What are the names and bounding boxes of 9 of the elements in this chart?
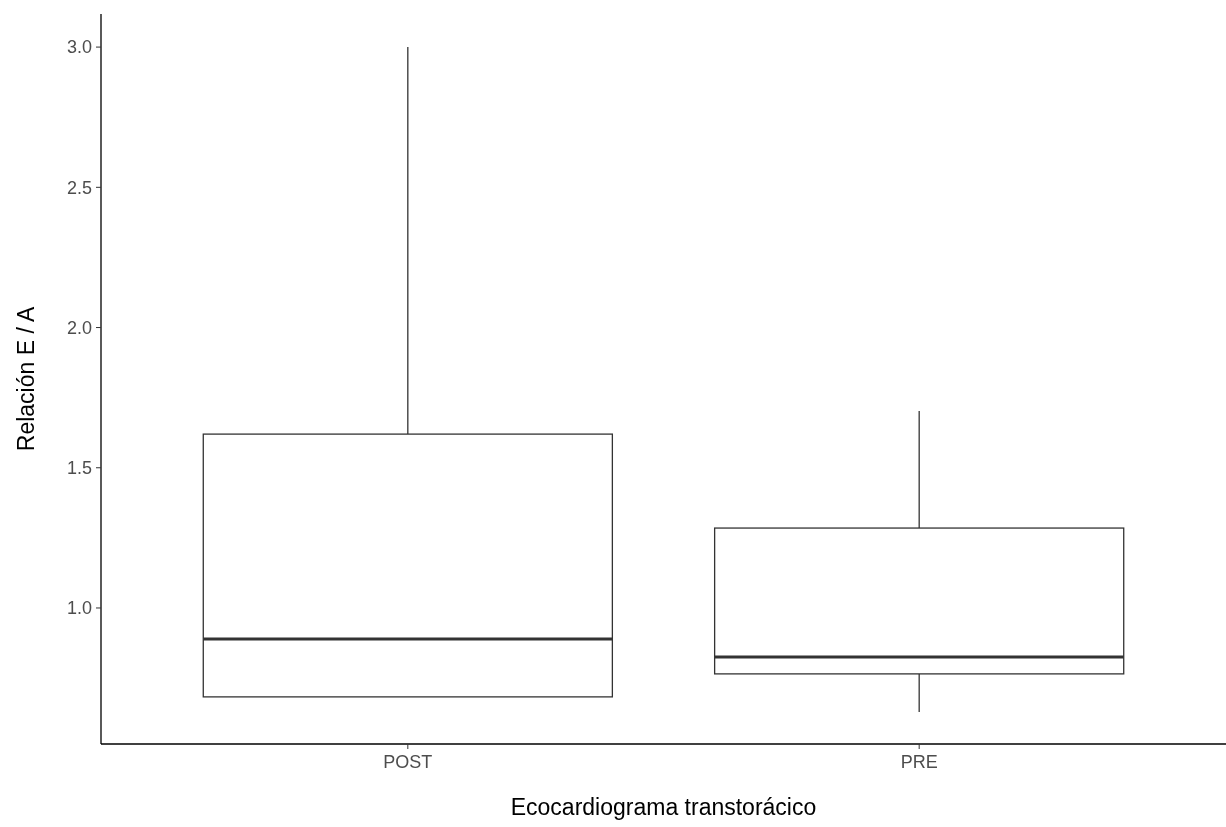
y-axis-title: Relación E / A <box>13 306 39 452</box>
y-tick-label: 1.0 <box>66 598 92 619</box>
x-tick-label: PRE <box>900 752 938 772</box>
y-tick-label: 2.0 <box>66 317 92 338</box>
y-tick-label: 2.5 <box>66 177 92 198</box>
x-tick-label: POST <box>383 752 433 772</box>
y-tick-label: 1.5 <box>66 458 92 479</box>
y-tick-label: 3.0 <box>66 37 92 58</box>
x-axis-title: Ecocardiograma transtorácico <box>510 794 817 820</box>
